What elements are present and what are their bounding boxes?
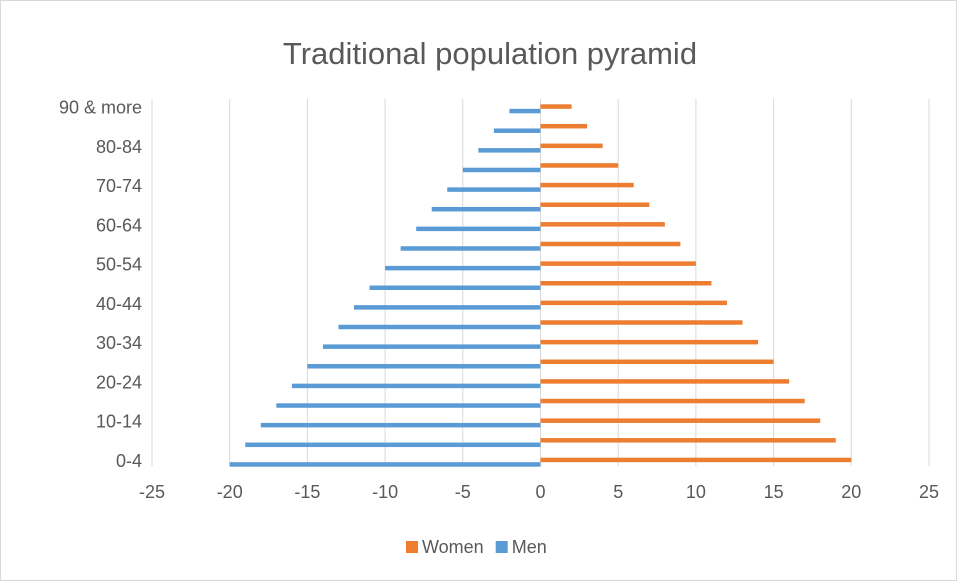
bar — [540, 123, 588, 129]
bar — [229, 462, 541, 467]
x-tick-label: 15 — [764, 482, 784, 502]
bar — [540, 182, 634, 188]
bar — [540, 379, 790, 384]
chart-title: Traditional population pyramid — [283, 36, 697, 71]
bar — [462, 167, 541, 173]
bar — [540, 143, 603, 149]
bar — [540, 457, 852, 463]
x-tick-label: -10 — [372, 482, 398, 502]
bar — [400, 246, 541, 251]
x-tick-label: -20 — [217, 482, 243, 502]
y-tick-label: 80-84 — [96, 137, 142, 157]
bar — [540, 222, 665, 227]
x-tick-label: 20 — [841, 482, 861, 502]
legend-label: Men — [512, 537, 547, 557]
x-tick-label: 5 — [613, 482, 623, 502]
bar — [354, 305, 541, 310]
bar — [291, 383, 541, 389]
bar — [540, 104, 572, 109]
legend-swatch — [406, 541, 418, 553]
bar — [540, 163, 619, 168]
x-tick-label: 25 — [919, 482, 939, 502]
legend-label: Women — [422, 537, 484, 557]
bar — [276, 403, 541, 408]
bar — [540, 300, 727, 306]
y-tick-label: 10-14 — [96, 412, 142, 432]
bar — [540, 202, 650, 207]
bar — [540, 398, 805, 404]
y-tick-label: 70-74 — [96, 176, 142, 196]
bar — [478, 148, 541, 153]
bar — [540, 418, 821, 423]
bar — [369, 285, 541, 290]
bar — [540, 320, 743, 325]
bar — [307, 364, 541, 369]
bar — [540, 339, 759, 345]
y-tick-label: 50-54 — [96, 255, 142, 275]
y-tick-label: 30-34 — [96, 333, 142, 353]
bar — [540, 281, 712, 286]
bar — [385, 265, 541, 271]
bar — [540, 438, 836, 443]
bar — [322, 344, 541, 349]
x-tick-label: 0 — [535, 482, 545, 502]
x-tick-label: 10 — [686, 482, 706, 502]
bar — [260, 422, 541, 428]
bar — [431, 206, 541, 212]
x-tick-label: -15 — [294, 482, 320, 502]
bar — [447, 187, 541, 192]
y-tick-label: 60-64 — [96, 215, 142, 235]
y-tick-label: 90 & more — [59, 98, 142, 118]
bar — [493, 128, 541, 133]
legend-swatch — [495, 541, 508, 553]
bar — [540, 261, 696, 266]
x-tick-label: -5 — [455, 482, 471, 502]
y-tick-label: 20-24 — [96, 372, 142, 392]
y-tick-label: 0-4 — [116, 451, 142, 471]
bar — [416, 226, 541, 232]
bar — [540, 359, 774, 365]
bar — [509, 108, 541, 114]
bar — [245, 442, 541, 448]
y-tick-label: 40-44 — [96, 294, 142, 314]
x-tick-label: -25 — [139, 482, 165, 502]
bar — [338, 324, 541, 330]
bar — [540, 241, 681, 247]
